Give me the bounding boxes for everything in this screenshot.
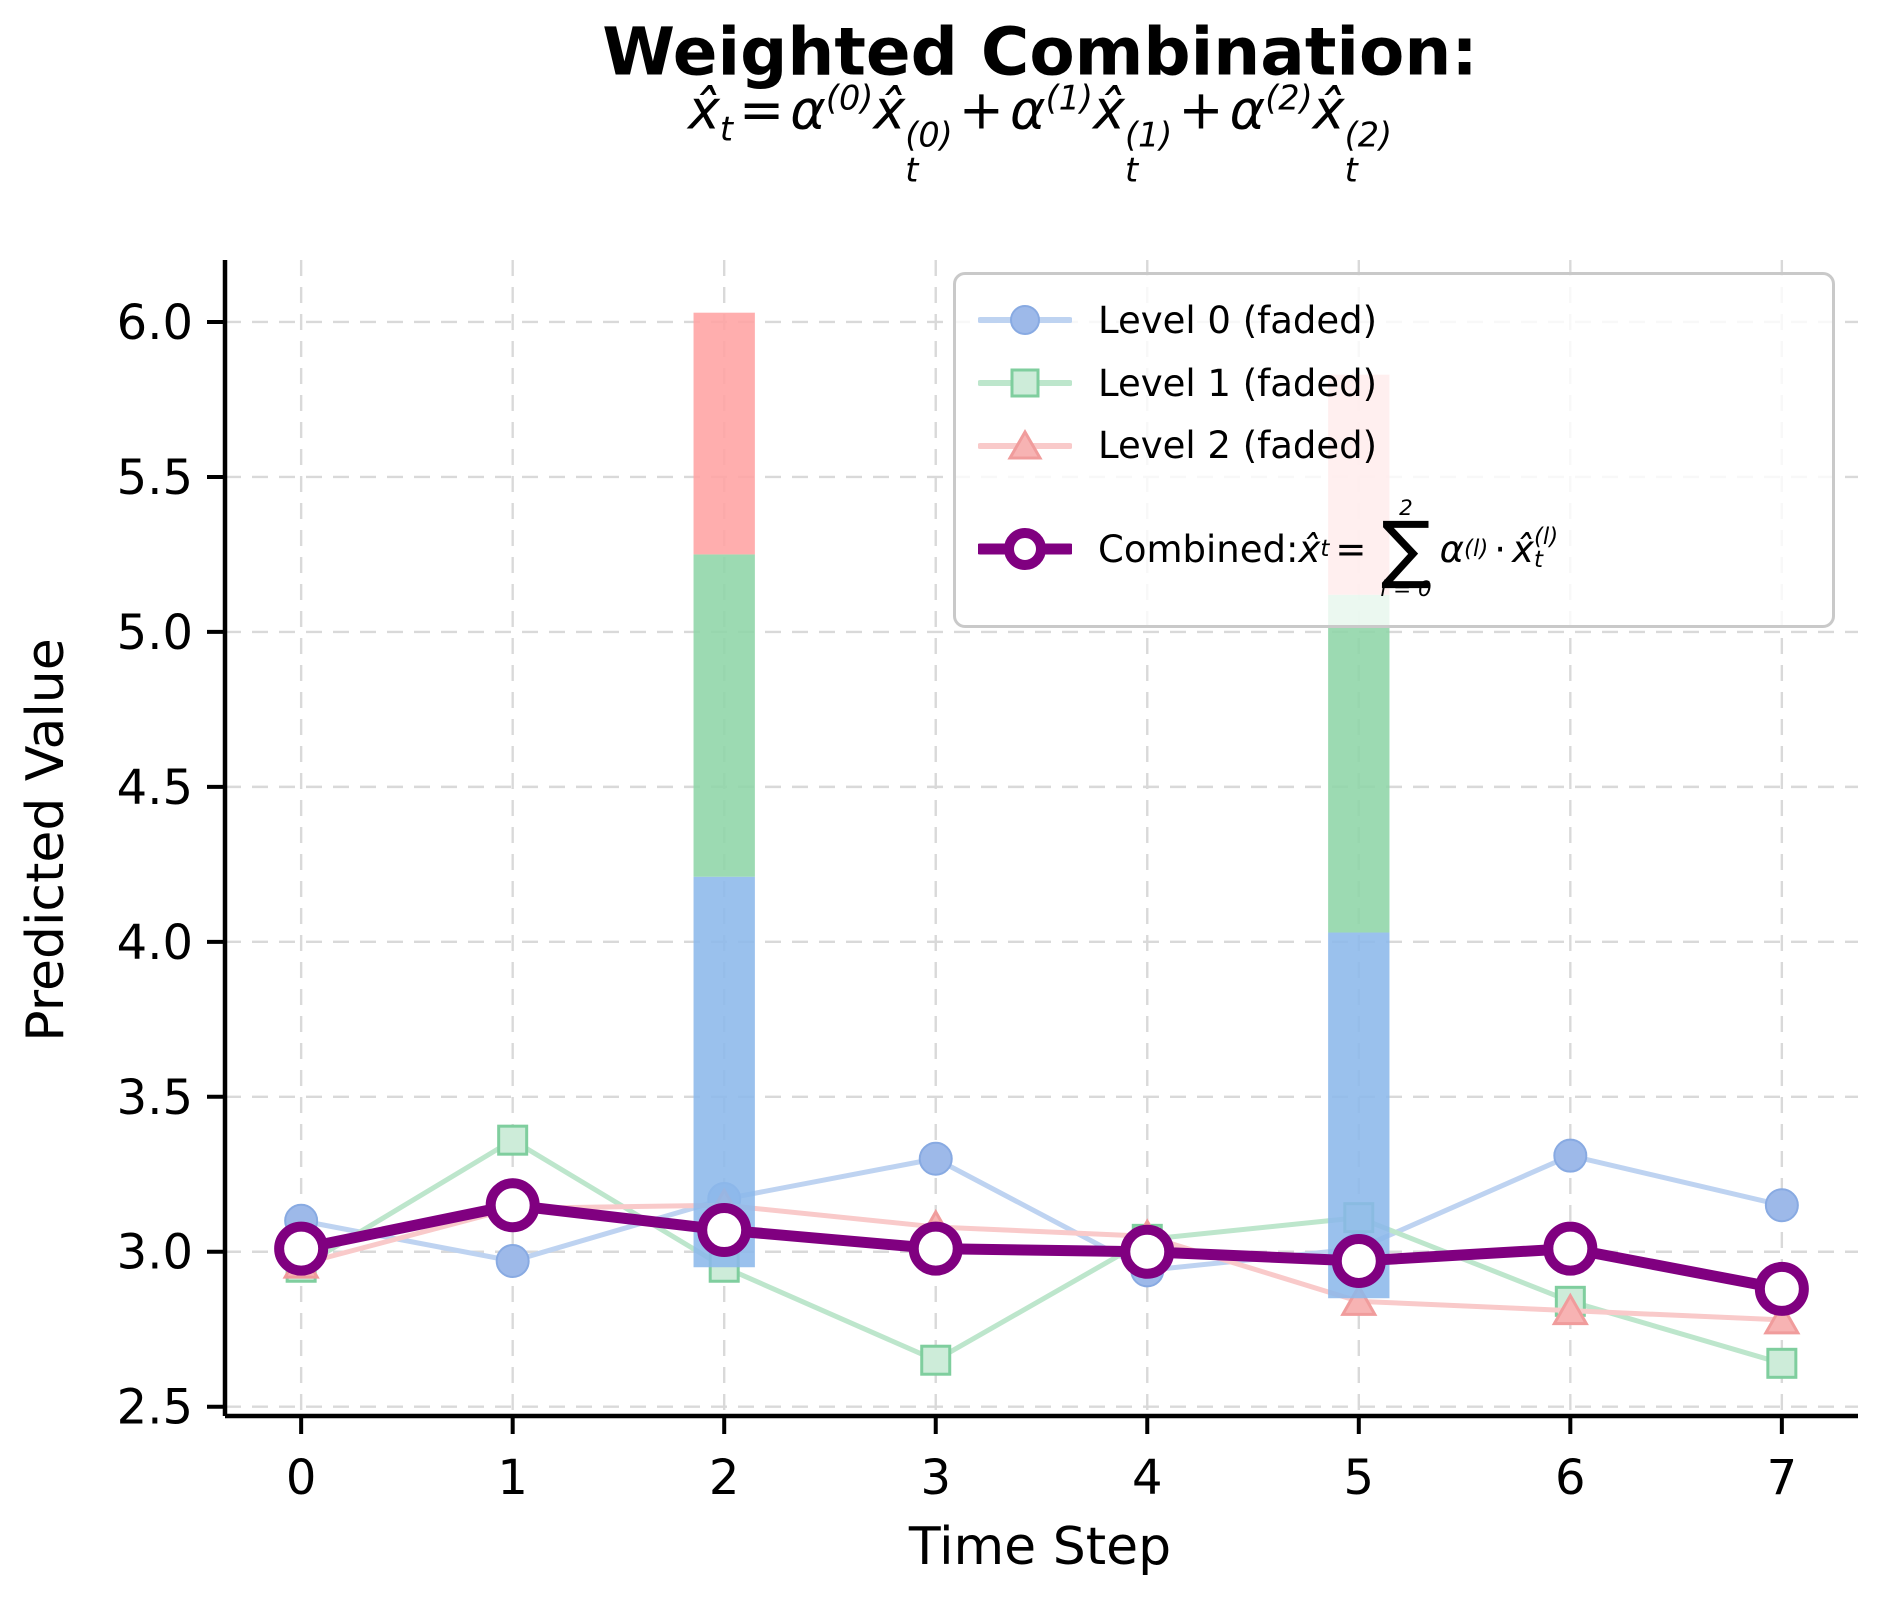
y-tick-label: 3.5 bbox=[117, 1070, 193, 1126]
tick-labels: 0 1 2 3 4 5 6 7 2.5 3.0 3.5 4.0 4.5 5.0 5.5 6.0 bbox=[117, 295, 1797, 1506]
legend-sample-triangle bbox=[978, 428, 1072, 460]
marker-triangle bbox=[1340, 1283, 1378, 1316]
legend-item-level-0: Level 0 (faded) bbox=[978, 289, 1806, 352]
x-tick-label: 2 bbox=[709, 1450, 740, 1506]
x-tick-label: 6 bbox=[1555, 1450, 1586, 1506]
series-combined bbox=[274, 1178, 1809, 1316]
marker-triangle bbox=[1551, 1292, 1589, 1326]
y-tick-label: 3.0 bbox=[117, 1225, 193, 1281]
legend-combined-prefix: Combined: bbox=[1098, 527, 1299, 571]
summation-symbol: 2 ∑ l = 0 bbox=[1380, 495, 1432, 602]
math-variable: x̂ bbox=[1298, 527, 1321, 571]
legend-sample-open-circle bbox=[978, 528, 1072, 571]
bar-segment-level-1 bbox=[1328, 594, 1390, 933]
math-operator: = bbox=[739, 78, 785, 142]
stacked-bars-group bbox=[693, 312, 1390, 1299]
math-variable: x̂ bbox=[1092, 78, 1125, 142]
marker-circle bbox=[1764, 1188, 1799, 1223]
math-variable: α bbox=[790, 78, 826, 142]
legend-marker-combined bbox=[978, 523, 1072, 575]
stacked-bar-x2 bbox=[693, 312, 755, 1268]
marker-square bbox=[1766, 1347, 1798, 1379]
legend-sample-circle bbox=[978, 305, 1072, 336]
math-operator: + bbox=[958, 78, 1004, 142]
series-line bbox=[295, 1199, 1788, 1295]
series-line bbox=[298, 1153, 1785, 1273]
x-tick-label: 0 bbox=[286, 1450, 317, 1506]
x-tick-label: 7 bbox=[1767, 1450, 1798, 1506]
y-tick-label: 5.5 bbox=[117, 450, 193, 506]
series-line bbox=[298, 1137, 1785, 1366]
marker-square bbox=[497, 1124, 529, 1156]
marker-open-circle bbox=[697, 1203, 752, 1258]
math-variable: α bbox=[1439, 527, 1464, 571]
bar-segment-level-1 bbox=[693, 554, 755, 877]
axes-ticks bbox=[207, 319, 1784, 1434]
legend-marker-level-2 bbox=[978, 420, 1072, 472]
math-variable: x̂ bbox=[1312, 78, 1345, 142]
marker-open-circle bbox=[908, 1221, 963, 1276]
math-variable: x̂ bbox=[1512, 527, 1534, 571]
math-supsub: (1) t bbox=[1124, 116, 1173, 190]
x-tick-label: 3 bbox=[920, 1450, 951, 1506]
y-tick-label: 4.5 bbox=[117, 760, 193, 816]
legend-marker-level-0 bbox=[978, 294, 1072, 346]
y-tick-label: 4.0 bbox=[117, 915, 193, 971]
legend-label: Level 2 (faded) bbox=[1098, 424, 1378, 468]
x-tick-label: 1 bbox=[497, 1450, 528, 1506]
marker-open-circle bbox=[1120, 1224, 1175, 1279]
legend-label: Level 1 (faded) bbox=[1098, 361, 1378, 405]
legend-box: Level 0 (faded) Level 1 (faded) Level 2 (f… bbox=[953, 272, 1835, 628]
legend-item-level-2: Level 2 (faded) bbox=[978, 415, 1806, 478]
marker-square bbox=[920, 1344, 952, 1376]
bar-segment-level-0 bbox=[693, 876, 755, 1268]
legend-label: Level 0 (faded) bbox=[1098, 298, 1378, 342]
legend-sample-square bbox=[978, 368, 1072, 398]
marker-open-circle bbox=[274, 1221, 329, 1276]
y-axis-label: Predicted Value bbox=[16, 638, 76, 1042]
math-supsub: (0) t bbox=[905, 116, 953, 190]
math-variable: α bbox=[1009, 78, 1046, 142]
y-tick-label: 5.0 bbox=[117, 605, 193, 661]
x-tick-label: 5 bbox=[1344, 1450, 1375, 1506]
math-operator: + bbox=[1178, 78, 1224, 142]
marker-open-circle bbox=[1754, 1261, 1809, 1316]
marker-open-circle bbox=[1331, 1234, 1386, 1289]
marker-circle bbox=[1553, 1138, 1588, 1173]
math-operator: = bbox=[1335, 527, 1367, 571]
legend-label-combined-formula: Combined: x̂ t = 2 ∑ l = 0 α (l) · x̂ (l) t bbox=[1098, 495, 1559, 602]
legend-item-combined: Combined: x̂ t = 2 ∑ l = 0 α (l) · x̂ (l) t bbox=[978, 483, 1806, 615]
math-variable: x̂ bbox=[687, 78, 720, 142]
math-supsub: (2) t bbox=[1344, 116, 1393, 190]
chart-subtitle-formula: x̂t = α(0)x̂ (0) t + α(1)x̂ (1) t + α(2)x̂ (2) t bbox=[687, 78, 1393, 190]
marker-circle bbox=[495, 1244, 530, 1279]
math-variable: x̂ bbox=[873, 78, 906, 142]
math-operator: · bbox=[1494, 527, 1507, 571]
math-variable: α bbox=[1229, 78, 1266, 142]
y-tick-label: 6.0 bbox=[117, 295, 193, 351]
y-tick-label: 2.5 bbox=[117, 1380, 193, 1436]
legend-item-level-1: Level 1 (faded) bbox=[978, 352, 1806, 415]
marker-circle bbox=[918, 1141, 953, 1176]
marker-open-circle bbox=[1543, 1221, 1598, 1276]
marker-triangle bbox=[1763, 1301, 1801, 1335]
bar-segment-level-2 bbox=[693, 312, 755, 555]
marker-open-circle bbox=[485, 1178, 540, 1233]
chart-title: Weighted Combination: bbox=[602, 13, 1478, 91]
x-axis-label: Time Step bbox=[908, 1517, 1172, 1577]
axes-spines bbox=[222, 260, 1858, 1419]
legend-marker-level-1 bbox=[978, 357, 1072, 409]
math-supsub: (l) t bbox=[1533, 523, 1559, 574]
x-tick-label: 4 bbox=[1132, 1450, 1163, 1506]
